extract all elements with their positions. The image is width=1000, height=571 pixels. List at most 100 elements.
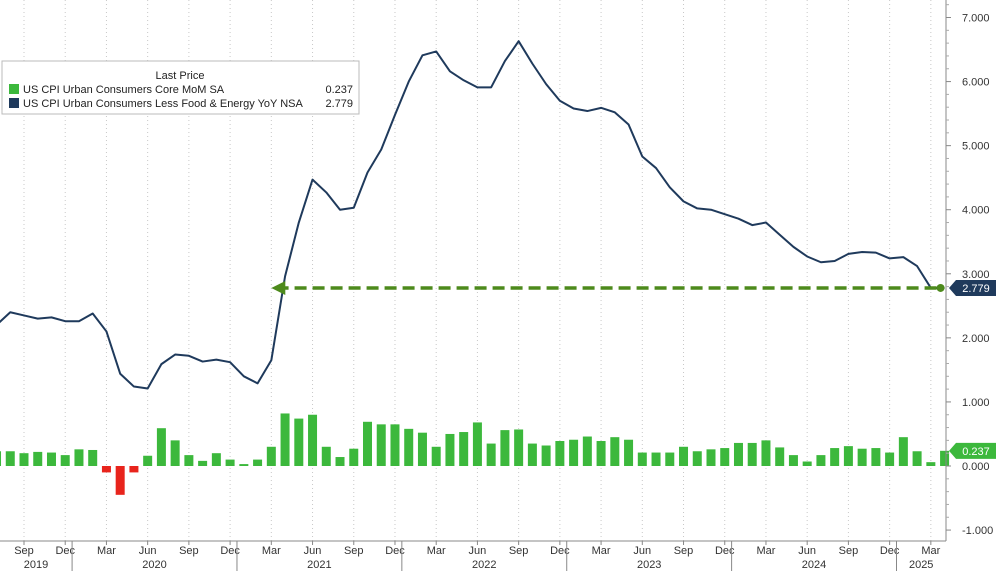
y-tick-label-0: 7.000 <box>962 13 990 25</box>
bar-2022-03 <box>431 446 441 466</box>
x-tick-label-19: Jun <box>798 545 816 557</box>
x-tick-label-4: Sep <box>179 545 199 557</box>
bar-2024-10 <box>857 448 867 466</box>
bar-2024-09 <box>843 446 853 466</box>
bar-2021-10 <box>363 421 372 466</box>
y-tick-label-5: 2.000 <box>962 333 990 345</box>
bar-2021-07 <box>321 446 331 466</box>
bar-2021-01 <box>239 464 249 466</box>
bar-2023-01 <box>569 439 579 466</box>
bar-2020-06 <box>143 455 153 466</box>
x-tick-label-22: Mar <box>921 545 940 557</box>
arrow-head <box>271 280 286 295</box>
year-label-2024: 2024 <box>802 559 826 571</box>
bar-2024-06 <box>802 461 812 466</box>
bar-2022-01 <box>404 428 414 466</box>
bar-2020-01 <box>74 449 84 466</box>
x-tick-label-7: Jun <box>304 545 322 557</box>
year-label-2023: 2023 <box>637 559 661 571</box>
badge-bg-1 <box>949 442 996 459</box>
y-tick-label-7: 0.000 <box>962 461 990 473</box>
bar-2022-02 <box>417 432 427 466</box>
bar-2019-09 <box>19 453 29 466</box>
bar-2025-03 <box>926 462 936 466</box>
bar-2022-05 <box>459 432 469 466</box>
y-tick-label-8: -1.000 <box>962 525 993 537</box>
year-label-2025: 2025 <box>909 559 933 571</box>
legend-label-core-mom: US CPI Urban Consumers Core MoM SA <box>23 84 225 96</box>
x-tick-label-15: Jun <box>633 545 651 557</box>
x-tick-label-21: Dec <box>880 545 900 557</box>
x-tick-label-6: Mar <box>262 545 281 557</box>
bar-2020-08 <box>170 440 180 466</box>
bar-2022-12 <box>555 441 565 466</box>
bar-2023-06 <box>637 452 647 466</box>
bar-2021-09 <box>349 448 359 466</box>
bar-2021-11 <box>376 424 386 466</box>
badge-bg-0 <box>949 279 996 296</box>
y-tick-label-4: 3.000 <box>962 269 990 281</box>
core-mom-bars <box>0 413 950 495</box>
bar-2020-02 <box>88 449 98 466</box>
bar-2024-04 <box>775 447 785 466</box>
year-label-2019: 2019 <box>24 559 48 571</box>
bar-2024-11 <box>871 448 881 466</box>
bar-2022-06 <box>472 422 482 466</box>
core-yoy-line-path <box>0 40 945 390</box>
x-tick-label-13: Dec <box>550 545 570 557</box>
bar-2023-02 <box>582 436 592 466</box>
bar-2022-04 <box>445 433 455 466</box>
bar-2020-07 <box>156 428 166 466</box>
bar-2023-05 <box>624 439 634 466</box>
dashed-arrow-annotation <box>271 280 945 295</box>
x-tick-label-10: Mar <box>427 545 446 557</box>
x-tick-label-0: Sep <box>14 545 34 557</box>
bar-2019-12 <box>60 455 70 466</box>
legend: Last Price US CPI Urban Consumers Core M… <box>1 60 360 115</box>
bar-2019-11 <box>46 452 56 466</box>
x-tick-label-3: Jun <box>139 545 157 557</box>
badge-label-0: 2.779 <box>962 283 990 295</box>
bar-2021-05 <box>294 418 304 466</box>
bar-2021-04 <box>280 413 290 466</box>
bar-2023-12 <box>720 448 730 466</box>
bar-2020-04 <box>115 466 125 495</box>
bar-2022-08 <box>500 430 510 466</box>
bar-2024-05 <box>788 455 798 466</box>
x-tick-label-18: Mar <box>756 545 775 557</box>
arrow-tail-dot <box>936 283 945 292</box>
x-tick-label-12: Sep <box>509 545 529 557</box>
bar-2023-07 <box>651 452 661 466</box>
bar-2024-07 <box>816 455 826 466</box>
legend-swatch-core-mom <box>9 84 19 94</box>
year-label-2022: 2022 <box>472 559 496 571</box>
bar-2021-03 <box>266 446 276 466</box>
bar-2021-02 <box>253 459 263 466</box>
x-tick-label-8: Sep <box>344 545 364 557</box>
bar-2020-09 <box>184 455 194 466</box>
legend-swatch-core-yoy <box>9 98 19 108</box>
x-tick-label-1: Dec <box>55 545 75 557</box>
y-axis: 7.000 6.000 5.000 4.000 3.000 2.000 1.000 0.000… <box>945 0 993 541</box>
year-label-2020: 2020 <box>142 559 166 571</box>
bar-2023-11 <box>706 449 716 466</box>
bar-2021-12 <box>390 424 400 466</box>
bar-2021-08 <box>335 457 345 466</box>
bar-2020-12 <box>225 459 235 466</box>
bar-2020-11 <box>211 453 221 466</box>
bar-2023-10 <box>692 451 702 466</box>
bar-2022-10 <box>527 443 537 466</box>
x-tick-label-14: Mar <box>592 545 611 557</box>
bar-2025-01 <box>898 437 908 466</box>
bar-2025-02 <box>912 451 922 466</box>
x-tick-label-2: Mar <box>97 545 116 557</box>
bar-2019-07 <box>0 451 2 466</box>
bar-2022-11 <box>541 445 551 466</box>
x-tick-label-11: Jun <box>469 545 487 557</box>
legend-value-core-mom: 0.237 <box>325 84 353 96</box>
x-axis: Sep Dec Mar Jun Sep Dec Mar Jun Sep Dec Mar Jun Sep D… <box>0 540 946 571</box>
core-yoy-line <box>0 40 945 390</box>
bar-2021-06 <box>308 414 318 466</box>
x-tick-label-5: Dec <box>220 545 240 557</box>
